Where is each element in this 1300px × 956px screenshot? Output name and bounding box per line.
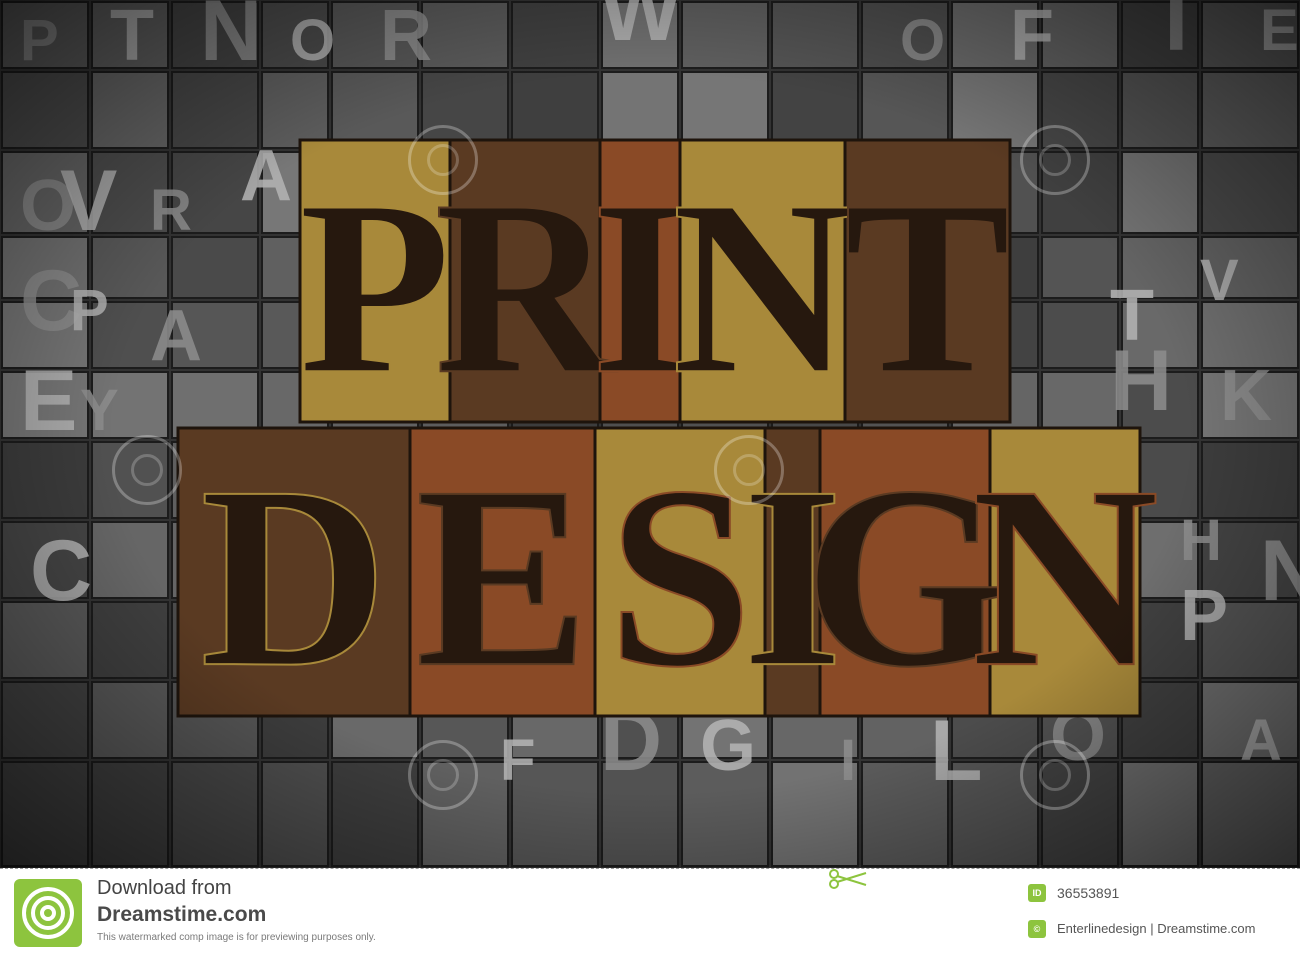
stock-photo: PTNORWOFTEOVRACPAEYTHVKCHPNAOLIGDF PRINT… <box>0 0 1300 868</box>
watermark-spiral <box>1020 125 1090 195</box>
watermark-spiral <box>408 125 478 195</box>
watermark-spiral <box>112 435 182 505</box>
copyright-badge: © <box>1028 920 1046 938</box>
dreamstime-spiral-icon[interactable] <box>14 879 82 947</box>
watermark-spiral <box>408 740 478 810</box>
photo-illustration: PTNORWOFTEOVRACPAEYTHVKCHPNAOLIGDF PRINT… <box>0 0 1300 868</box>
watermark-spiral <box>714 435 784 505</box>
download-label: Download from <box>97 877 232 899</box>
author-credit[interactable]: Enterlinedesign | Dreamstime.com <box>1057 921 1256 936</box>
id-badge: ID <box>1028 884 1046 902</box>
download-footer: Download from Dreamstime.com This waterm… <box>0 868 1300 956</box>
image-id: 36553891 <box>1057 885 1120 901</box>
preview-notice: This watermarked comp image is for previ… <box>97 932 376 943</box>
watermark-spiral <box>1020 740 1090 810</box>
site-name-link[interactable]: Dreamstime.com <box>97 903 267 926</box>
scissors-icon <box>829 869 867 889</box>
